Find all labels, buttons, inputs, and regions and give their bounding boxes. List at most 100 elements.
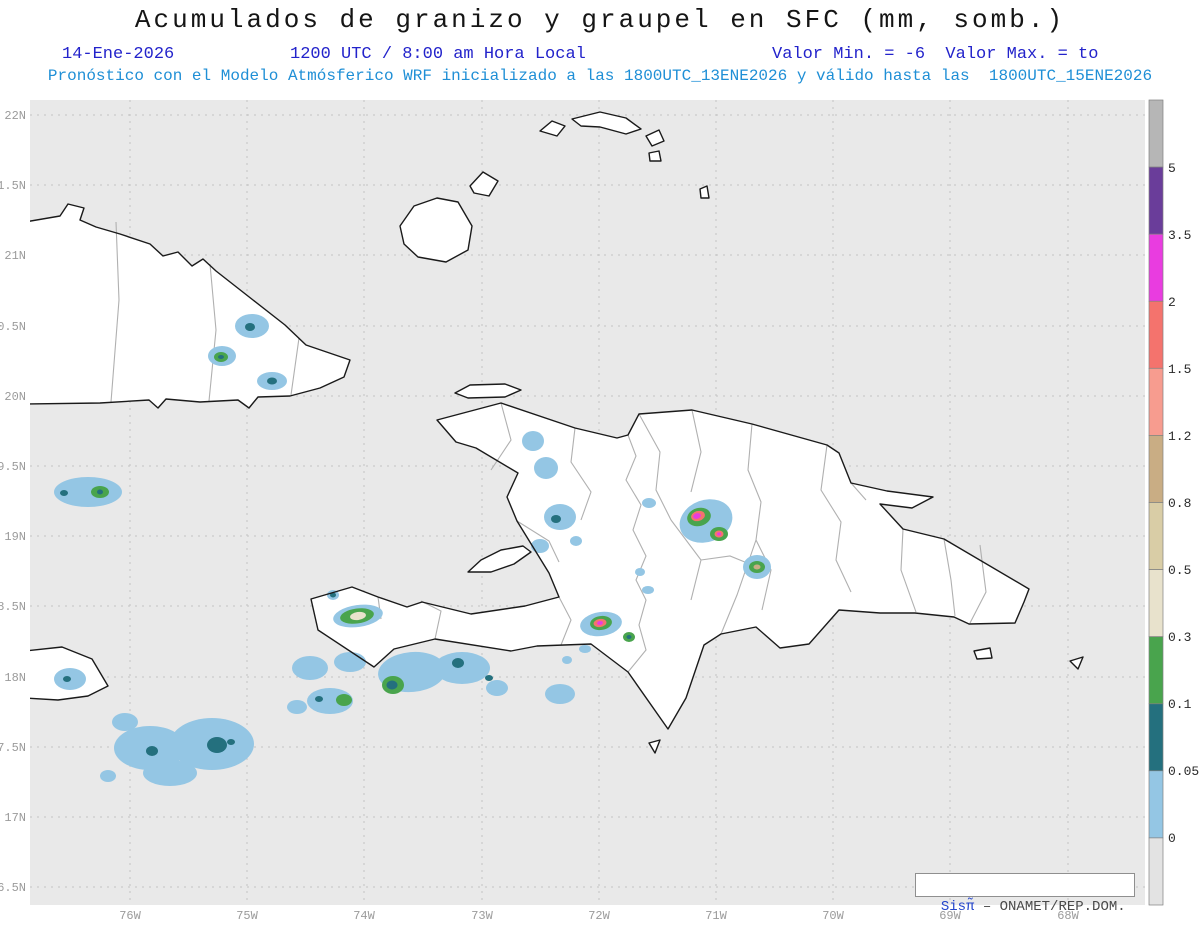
lon-tick-label: 70W bbox=[822, 909, 844, 923]
hail-spot-blue bbox=[642, 498, 656, 508]
hail-spot-teal bbox=[60, 490, 68, 496]
lat-tick-label: 0.5N bbox=[0, 320, 26, 334]
org-label: – ONAMET/REP.DOM. bbox=[982, 899, 1126, 915]
colorbar-tick-label: 1.2 bbox=[1168, 429, 1191, 444]
hail-spot-teal bbox=[207, 737, 227, 753]
lon-tick-label: 71W bbox=[705, 909, 727, 923]
lat-tick-label: 7.5N bbox=[0, 741, 26, 755]
page-title: Acumulados de granizo y graupel en SFC (… bbox=[134, 5, 1066, 35]
lon-tick-label: 75W bbox=[236, 909, 258, 923]
colorbar-tick-label: 0.05 bbox=[1168, 764, 1199, 779]
hail-spot-teal bbox=[315, 696, 323, 702]
colorbar-segment bbox=[1148, 300, 1164, 369]
colorbar-segment bbox=[1148, 166, 1164, 235]
colorbar-labels: 5 3.5 2 1.5 1.2 0.8 0.5 0.3 0.1 0.05 0 bbox=[1168, 161, 1199, 846]
colorbar-segment bbox=[1148, 837, 1164, 906]
colorbar-tick-label: 1.5 bbox=[1168, 362, 1191, 377]
hail-spot-tan bbox=[753, 564, 761, 570]
lon-tick-label: 72W bbox=[588, 909, 610, 923]
valid-date-label: 14-Ene-2026 bbox=[62, 45, 175, 64]
lat-tick-label: 8.5N bbox=[0, 600, 26, 614]
hail-spot-blue bbox=[545, 684, 575, 704]
hail-spot-blue bbox=[292, 656, 328, 680]
colorbar-segment bbox=[1148, 367, 1164, 436]
lat-tick-label: 20N bbox=[4, 390, 26, 404]
hail-spot-blue bbox=[486, 680, 508, 696]
hail-spot-teal bbox=[63, 676, 71, 682]
hail-spot-blue bbox=[287, 700, 307, 714]
lat-axis: 22N 1.5N 21N 0.5N 20N 9.5N 19N 8.5N 18N … bbox=[0, 109, 26, 895]
lat-tick-label: 22N bbox=[4, 109, 26, 123]
lon-axis: 76W 75W 74W 73W 72W 71W 70W 69W 68W bbox=[119, 909, 1079, 923]
lat-tick-label: 18N bbox=[4, 671, 26, 685]
lat-tick-label: 6.5N bbox=[0, 881, 26, 895]
admin-boundaries bbox=[110, 221, 987, 673]
colorbar-segment bbox=[1148, 569, 1164, 638]
colorbar-tick-label: 0 bbox=[1168, 831, 1176, 846]
lat-tick-label: 1.5N bbox=[0, 179, 26, 193]
hail-spot-blue bbox=[531, 539, 549, 553]
hail-spot-magenta bbox=[693, 513, 701, 519]
lon-tick-label: 69W bbox=[939, 909, 961, 923]
lat-tick-label: 19N bbox=[4, 530, 26, 544]
lon-tick-label: 76W bbox=[119, 909, 141, 923]
hail-spot-blue bbox=[570, 536, 582, 546]
hail-spot-magenta bbox=[717, 532, 721, 536]
header-meta-row: 14-Ene-2026 1200 UTC / 8:00 am Hora Loca… bbox=[0, 45, 1200, 65]
valid-time-label: 1200 UTC / 8:00 am Hora Local bbox=[290, 45, 586, 64]
colorbar-segment bbox=[1148, 99, 1164, 168]
hail-spot-blue bbox=[100, 770, 116, 782]
hail-spot-teal bbox=[626, 635, 632, 639]
hail-spot-beige bbox=[350, 611, 366, 621]
hail-spot-magenta bbox=[597, 620, 603, 626]
hail-spot-blue bbox=[143, 760, 197, 786]
colorbar-tick-label: 5 bbox=[1168, 161, 1176, 176]
hail-spot-teal bbox=[485, 675, 493, 681]
colorbar-tick-label: 0.1 bbox=[1168, 697, 1192, 712]
hail-spot-blue bbox=[562, 656, 572, 664]
hail-spot-teal bbox=[551, 515, 561, 523]
lon-tick-label: 73W bbox=[471, 909, 493, 923]
colorbar-tick-label: 0.3 bbox=[1168, 630, 1191, 645]
hail-spot-teal bbox=[267, 377, 277, 385]
hail-spot-blue bbox=[635, 568, 645, 576]
hail-spot-teal bbox=[452, 658, 464, 668]
sispi-logo: Sisπ̃ bbox=[940, 899, 983, 915]
hail-spot-blue bbox=[534, 457, 558, 479]
hail-spot-green bbox=[336, 694, 352, 706]
colorbar-tick-label: 0.5 bbox=[1168, 563, 1191, 578]
colorbar-tick-label: 0.8 bbox=[1168, 496, 1191, 511]
hail-spot-teal bbox=[218, 355, 224, 359]
colorbar-segment bbox=[1148, 703, 1164, 772]
colorbar-segment bbox=[1148, 233, 1164, 302]
hail-spot-blue bbox=[434, 652, 490, 684]
colorbar-tick-label: 3.5 bbox=[1168, 228, 1191, 243]
hail-spot-teal bbox=[330, 592, 336, 598]
colorbar-tick-label: 2 bbox=[1168, 295, 1176, 310]
lat-tick-label: 9.5N bbox=[0, 460, 26, 474]
colorbar-segment bbox=[1148, 636, 1164, 705]
lat-tick-label: 17N bbox=[4, 811, 26, 825]
colorbar-segment bbox=[1148, 435, 1164, 503]
colorbar-segment bbox=[1148, 502, 1164, 570]
hail-spot-teal bbox=[97, 489, 103, 495]
lat-tick-label: 21N bbox=[4, 249, 26, 263]
forecast-init-label: Pronóstico con el Modelo Atmósferico WRF… bbox=[47, 67, 1153, 85]
hail-spot-teal bbox=[386, 680, 398, 690]
hail-spot-blue bbox=[334, 652, 366, 672]
hail-spot-teal bbox=[245, 323, 255, 331]
hail-accumulation-shading bbox=[54, 314, 771, 786]
hail-spot-blue bbox=[579, 645, 591, 653]
lon-tick-label: 74W bbox=[353, 909, 375, 923]
hail-spot-teal bbox=[146, 746, 158, 756]
hail-spot-blue bbox=[642, 586, 654, 594]
hail-spot-teal bbox=[227, 739, 235, 745]
minmax-values-label: Valor Min. = -6 Valor Max. = to bbox=[772, 45, 1099, 64]
colorbar bbox=[1148, 99, 1164, 906]
branding-box: Sisπ̃ – ONAMET/REP.DOM. bbox=[915, 873, 1135, 915]
lon-tick-label: 68W bbox=[1057, 909, 1079, 923]
hail-spot-blue bbox=[112, 713, 138, 731]
hail-spot-blue bbox=[522, 431, 544, 451]
colorbar-segment bbox=[1148, 770, 1164, 839]
